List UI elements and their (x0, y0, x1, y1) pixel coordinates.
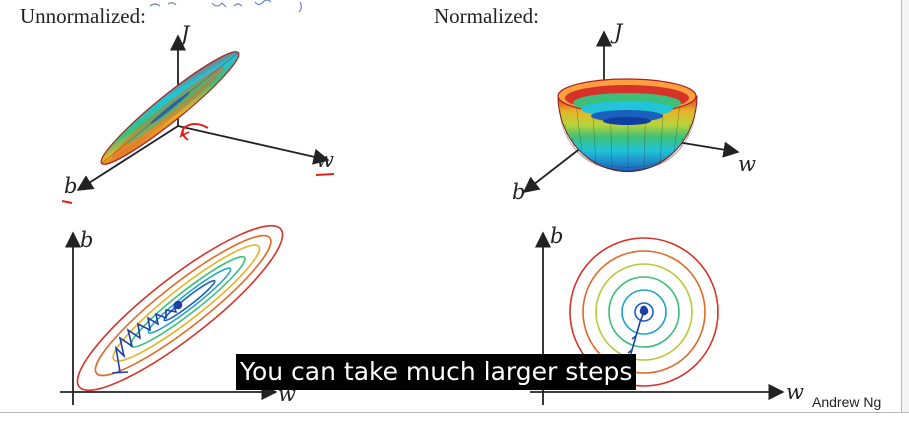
label-b-right: b (512, 180, 526, 204)
label-b-contour-left: b (80, 228, 94, 252)
player-bottom-edge (0, 412, 909, 423)
unnormalized-contour-plot (60, 224, 284, 405)
label-b-left: b (64, 174, 78, 198)
normalized-3d-plot (522, 30, 740, 193)
subtitle-caption: You can take much larger steps (236, 354, 637, 390)
bowl-surface (557, 78, 698, 173)
player-right-edge (901, 0, 909, 412)
zigzag-descent-path (111, 300, 183, 374)
label-w-contour-right: w (786, 380, 804, 404)
w-axis-left (177, 125, 330, 165)
circular-contours (569, 237, 719, 387)
title-unnormalized: Unnormalized: (20, 4, 146, 28)
red-underline-b (61, 200, 73, 204)
handwritten-fragments (149, 0, 302, 13)
label-b-contour-right: b (550, 224, 564, 248)
red-underline-w (315, 173, 335, 176)
label-w-right: w (738, 152, 756, 176)
label-j-left: J (181, 22, 190, 46)
label-w-left: w (316, 148, 334, 172)
title-normalized: Normalized: (434, 4, 539, 28)
author-credit: Andrew Ng (812, 394, 882, 410)
elongated-surface (100, 51, 240, 165)
label-j-right: J (614, 20, 623, 44)
unnormalized-3d-plot (61, 34, 335, 204)
b-axis-left (76, 125, 179, 191)
